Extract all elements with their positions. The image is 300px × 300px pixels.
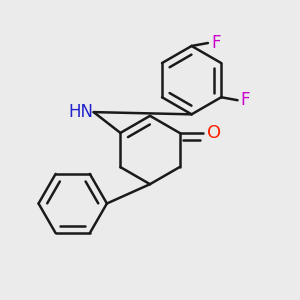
Text: O: O — [207, 124, 221, 142]
Text: HN: HN — [69, 103, 94, 121]
Text: F: F — [241, 91, 250, 109]
Text: F: F — [211, 34, 220, 52]
